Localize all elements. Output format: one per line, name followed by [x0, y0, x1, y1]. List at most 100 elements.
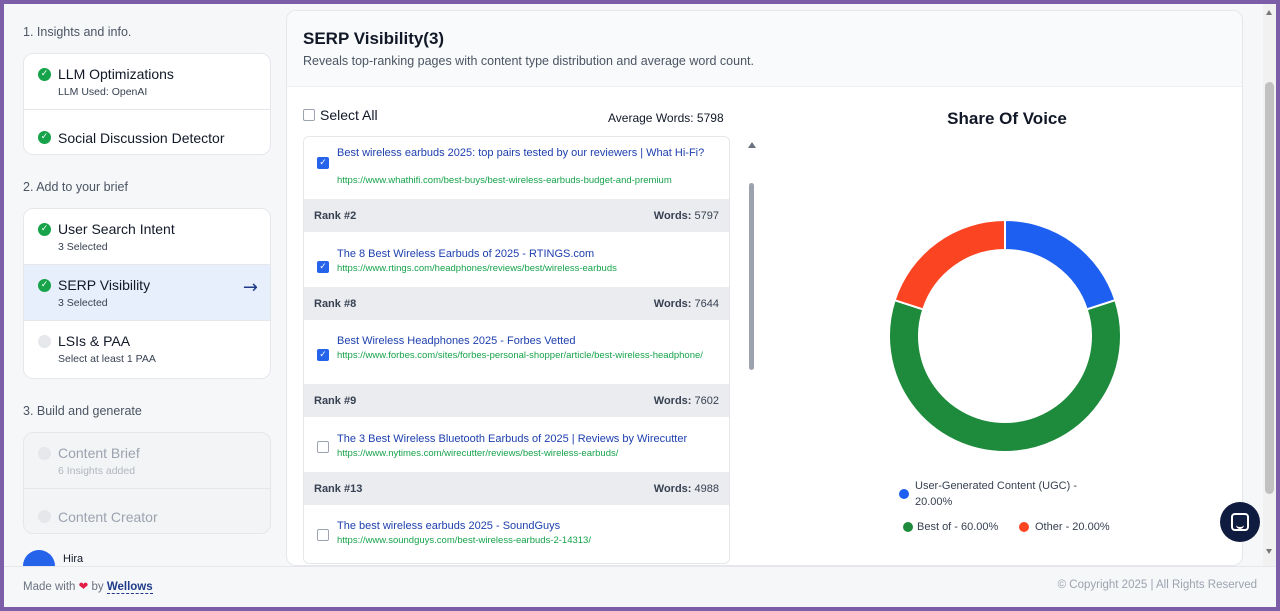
result-url[interactable]: https://www.rtings.com/headphones/review…	[337, 263, 617, 274]
list-item: The best wireless earbuds 2025 - SoundGu…	[304, 505, 729, 563]
panel-header: SERP Visibility(3) Reveals top-ranking p…	[287, 11, 1242, 87]
words-label: Words:	[653, 210, 692, 222]
made-with-label: Made with	[23, 581, 76, 593]
result-checkbox[interactable]	[317, 529, 329, 541]
section-title-insights: 1. Insights and info.	[23, 25, 132, 39]
donut-slice-ugc[interactable]	[1004, 218, 1117, 311]
words-label: Words:	[653, 483, 692, 495]
donut-slice-other[interactable]	[893, 218, 1006, 311]
check-circle-icon: ✓	[38, 131, 51, 144]
sidebar-item-subtitle: Select at least 1 PAA	[58, 353, 156, 365]
chat-launcher-button[interactable]	[1220, 502, 1260, 542]
result-url[interactable]: https://www.soundguys.com/best-wireless-…	[337, 535, 591, 546]
result-checkbox[interactable]: ✓	[317, 349, 329, 361]
rank-label: Rank #2	[314, 210, 357, 222]
legend-dot-best-of	[903, 522, 913, 532]
check-circle-icon: ✓	[38, 279, 51, 292]
insights-card: ✓ LLM Optimizations LLM Used: OpenAI ✓ S…	[23, 53, 271, 155]
result-url[interactable]: https://www.nytimes.com/wirecutter/revie…	[337, 448, 619, 459]
app-frame: 1. Insights and info. ✓ LLM Optimization…	[4, 4, 1276, 607]
list-item: ✓ The 8 Best Wireless Earbuds of 2025 - …	[304, 232, 729, 287]
sidebar-item-title: Content Brief	[58, 445, 140, 461]
results-list[interactable]: ✓ Best wireless earbuds 2025: top pairs …	[303, 136, 730, 564]
sidebar-item-title: User Search Intent	[58, 221, 175, 237]
list-item: ✓ Best Wireless Headphones 2025 - Forbes…	[304, 320, 729, 384]
rank-words: Words: 7602	[654, 395, 719, 407]
check-circle-icon: ✓	[38, 223, 51, 236]
serp-visibility-panel: SERP Visibility(3) Reveals top-ranking p…	[286, 10, 1243, 566]
sidebar-item-subtitle: 3 Selected	[58, 241, 108, 253]
legend-label-ugc: User-Generated Content (UGC) - 20.00%	[915, 480, 1077, 508]
sidebar: 1. Insights and info. ✓ LLM Optimization…	[4, 4, 284, 582]
result-title-link[interactable]: Best wireless earbuds 2025: top pairs te…	[337, 147, 705, 159]
sidebar-item-title: Content Creator	[58, 509, 158, 525]
rank-header: Rank #8 Words: 7644	[304, 287, 729, 320]
result-checkbox[interactable]: ✓	[317, 157, 329, 169]
sidebar-item-subtitle: LLM Used: OpenAI	[58, 86, 148, 98]
sidebar-item-title: LSIs & PAA	[58, 333, 131, 349]
rank-header: Rank #9 Words: 7602	[304, 384, 729, 417]
legend-dot-ugc	[899, 489, 909, 499]
arrow-right-icon: →	[242, 277, 258, 298]
scroll-up-icon[interactable]	[1266, 10, 1272, 15]
list-scrollbar-thumb[interactable]	[749, 183, 754, 370]
words-label: Words:	[653, 298, 692, 310]
section-title-brief: 2. Add to your brief	[23, 180, 128, 194]
words-value: 5797	[694, 210, 719, 222]
brand-link[interactable]: Wellows	[106, 581, 153, 594]
brief-card: ✓ User Search Intent 3 Selected ✓ SERP V…	[23, 208, 271, 379]
page-description: Reveals top-ranking pages with content t…	[303, 54, 754, 68]
result-title-link[interactable]: The 8 Best Wireless Earbuds of 2025 - RT…	[337, 248, 595, 260]
scrollbar-thumb[interactable]	[1265, 82, 1274, 494]
chart-title: Share Of Voice	[947, 109, 1067, 128]
result-title-link[interactable]: The best wireless earbuds 2025 - SoundGu…	[337, 520, 561, 532]
sidebar-item-serp-visibility[interactable]: ✓ SERP Visibility 3 Selected →	[24, 265, 270, 321]
by-label: by	[91, 581, 104, 593]
sidebar-item-subtitle: 6 Insights added	[58, 465, 136, 477]
select-all-label: Select All	[320, 107, 378, 123]
chat-icon	[1231, 513, 1249, 531]
sidebar-item-llm-optimizations[interactable]: ✓ LLM Optimizations LLM Used: OpenAI	[24, 54, 270, 110]
result-checkbox[interactable]	[317, 441, 329, 453]
heart-icon: ❤	[78, 579, 89, 593]
rank-words: Words: 4988	[654, 483, 719, 495]
empty-circle-icon	[38, 447, 51, 460]
build-card: Content Brief 6 Insights added Content C…	[23, 432, 271, 534]
select-all-checkbox[interactable]: Select All	[303, 107, 378, 123]
sidebar-item-content-creator[interactable]: Content Creator	[24, 489, 270, 533]
sidebar-item-title: SERP Visibility	[58, 277, 151, 293]
checkbox-box[interactable]	[303, 109, 315, 121]
sidebar-item-social-discussion-detector[interactable]: ✓ Social Discussion Detector	[24, 110, 270, 154]
result-url[interactable]: https://www.forbes.com/sites/forbes-pers…	[337, 350, 703, 361]
page-scrollbar[interactable]	[1263, 4, 1276, 566]
user-name: Hira	[63, 553, 84, 565]
rank-label: Rank #9	[314, 395, 357, 407]
rank-header: Rank #13 Words: 4988	[304, 472, 729, 505]
share-of-voice-donut-chart	[888, 218, 1122, 453]
words-label: Words:	[653, 395, 692, 407]
result-checkbox[interactable]: ✓	[317, 261, 329, 273]
list-item: ✓ Best wireless earbuds 2025: top pairs …	[304, 137, 729, 199]
rank-header: Rank #2 Words: 5797	[304, 199, 729, 232]
result-url[interactable]: https://www.whathifi.com/best-buys/best-…	[337, 175, 672, 186]
result-title-link[interactable]: Best Wireless Headphones 2025 - Forbes V…	[337, 335, 576, 347]
result-title-link[interactable]: The 3 Best Wireless Bluetooth Earbuds of…	[337, 433, 688, 445]
average-words: Average Words: 5798	[608, 111, 724, 125]
section-title-build: 3. Build and generate	[23, 404, 142, 418]
empty-circle-icon	[38, 510, 51, 523]
sidebar-item-user-search-intent[interactable]: ✓ User Search Intent 3 Selected	[24, 209, 270, 265]
scroll-down-icon[interactable]	[1266, 549, 1272, 554]
donut-slice-best-of[interactable]	[888, 298, 1122, 453]
rank-label: Rank #8	[314, 298, 357, 310]
list-scroll-up-icon[interactable]	[748, 142, 756, 148]
words-value: 7602	[694, 395, 719, 407]
footer: Made with ❤ by Wellows © Copyright 2025 …	[4, 566, 1276, 607]
legend-dot-other	[1019, 522, 1029, 532]
sidebar-item-title: LLM Optimizations	[58, 66, 174, 82]
sidebar-item-content-brief[interactable]: Content Brief 6 Insights added	[24, 433, 270, 489]
legend-label-best-of: Best of - 60.00%	[917, 521, 999, 533]
sidebar-item-lsis-paa[interactable]: LSIs & PAA Select at least 1 PAA	[24, 321, 270, 377]
sidebar-item-title: Social Discussion Detector	[58, 130, 225, 146]
legend-label-other: Other - 20.00%	[1035, 521, 1110, 533]
page-title: SERP Visibility(3)	[303, 29, 445, 48]
